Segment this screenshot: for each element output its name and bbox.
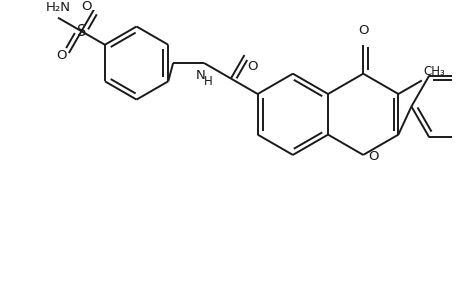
Text: S: S [77,24,86,39]
Text: O: O [247,60,257,73]
Text: O: O [56,50,66,62]
Text: O: O [367,150,378,164]
Text: H₂N: H₂N [45,1,70,14]
Text: O: O [357,24,368,37]
Text: N: N [195,69,205,82]
Text: H: H [203,75,212,88]
Text: CH₃: CH₃ [423,64,445,77]
Text: O: O [81,0,91,13]
